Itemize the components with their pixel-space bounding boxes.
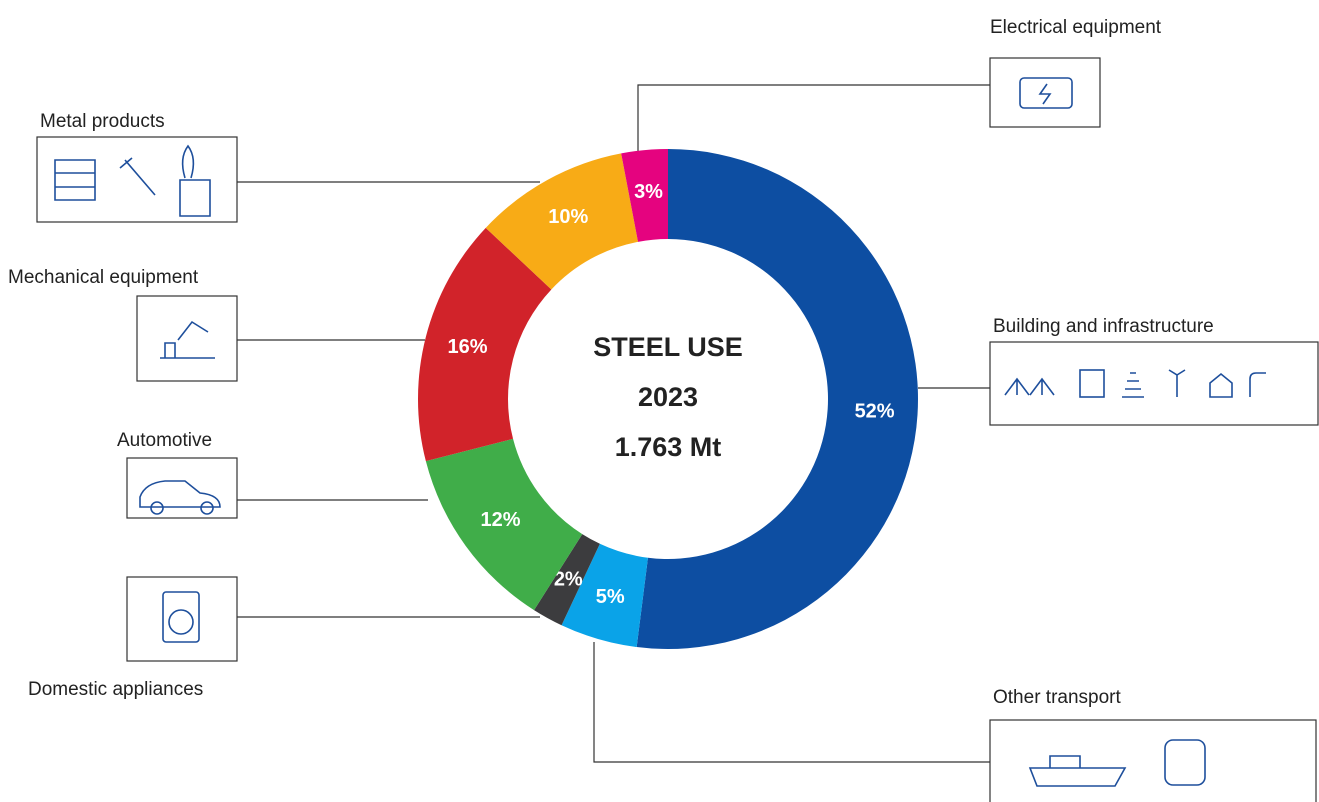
connector xyxy=(637,84,990,152)
house-icon xyxy=(1209,372,1233,398)
icon-box xyxy=(989,719,1317,802)
icon-box xyxy=(989,57,1101,128)
value-label: 10% xyxy=(548,206,588,228)
category-label: Automotive xyxy=(117,430,212,451)
value-label: 12% xyxy=(481,509,521,531)
donut-segment xyxy=(425,438,583,611)
donut-segment xyxy=(561,543,648,648)
donut-segment xyxy=(636,149,918,649)
value-label: 3% xyxy=(634,181,663,203)
value-label: 2% xyxy=(554,569,583,591)
engine-icon xyxy=(1019,77,1073,109)
car-icon xyxy=(150,501,164,515)
washer-icon xyxy=(168,609,194,635)
icon-box xyxy=(36,136,238,223)
donut-segment xyxy=(485,153,639,290)
category-label: Electrical equipment xyxy=(990,17,1162,38)
icon-box xyxy=(126,457,238,519)
barrel-icon xyxy=(179,144,211,217)
value-label: 52% xyxy=(855,400,895,422)
train-icon xyxy=(1164,739,1206,786)
category-label: Metal products xyxy=(40,111,165,132)
wind-icon xyxy=(1168,369,1186,397)
tool-icon xyxy=(119,157,156,196)
donut-segment xyxy=(621,149,668,242)
building-icon xyxy=(1079,369,1105,398)
pipe-icon xyxy=(1249,372,1266,397)
cabinet-icon xyxy=(54,159,96,201)
connectors xyxy=(237,84,990,763)
icons xyxy=(54,77,1266,787)
bridge-icon xyxy=(1004,377,1055,396)
washer-icon xyxy=(162,591,200,643)
icon-box xyxy=(126,576,238,662)
value-label: 5% xyxy=(596,586,625,608)
center-text: STEEL USE xyxy=(593,332,743,362)
donut-segment xyxy=(534,534,600,626)
icon-box xyxy=(136,295,238,382)
value-label: 16% xyxy=(447,336,487,358)
tower-icon xyxy=(1122,372,1144,398)
center-text: 1.763 Mt xyxy=(615,432,722,462)
engine-icon xyxy=(1038,83,1052,105)
car-icon xyxy=(139,480,221,508)
ship-icon xyxy=(1028,755,1127,787)
car-icon xyxy=(200,501,214,515)
category-label: Other transport xyxy=(993,687,1121,708)
donut-segment xyxy=(418,227,552,462)
icon-boxes xyxy=(36,57,1319,802)
connector xyxy=(593,642,990,763)
category-label: Building and infrastructure xyxy=(993,316,1214,337)
category-label: Domestic appliances xyxy=(28,679,203,700)
robot-icon xyxy=(160,320,215,359)
center-text: 2023 xyxy=(638,382,698,412)
category-label: Mechanical equipment xyxy=(8,267,199,288)
